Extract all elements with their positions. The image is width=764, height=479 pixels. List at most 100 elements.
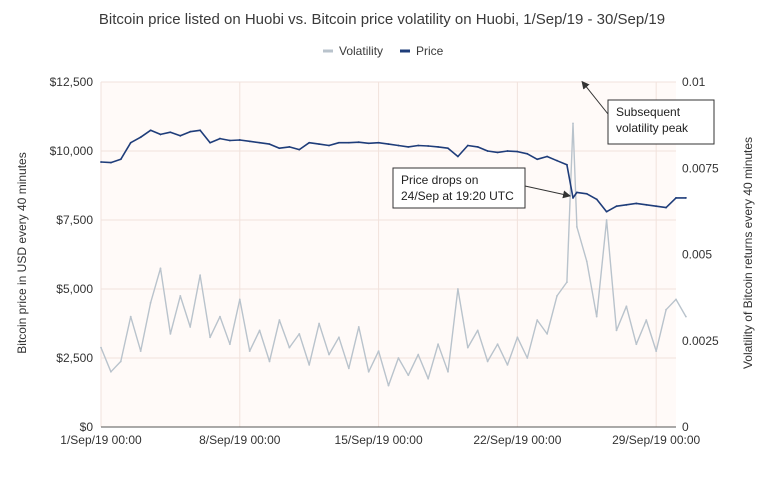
data-point-volatility	[298, 332, 301, 335]
data-point-price	[258, 141, 261, 144]
data-point-price	[268, 143, 271, 146]
data-point-price	[655, 205, 658, 208]
data-point-price	[447, 147, 449, 150]
x-axis-ticks: 1/Sep/19 00:00 8/Sep/19 00:00 15/Sep/19 00…	[60, 433, 700, 447]
data-point-volatility	[119, 360, 122, 363]
data-point-price	[328, 144, 330, 147]
annotation-box	[607, 99, 715, 145]
data-point-price	[347, 141, 350, 144]
annotation-box	[392, 167, 526, 209]
y-axis-right-ticks: 0 0.0025 0.005 0.0075 0.01	[682, 75, 719, 434]
data-point-price	[645, 203, 648, 206]
data-point-volatility	[605, 219, 608, 221]
data-point-volatility	[110, 370, 112, 373]
plot-background	[101, 82, 676, 427]
data-point-price	[417, 144, 420, 147]
data-point-volatility	[179, 295, 182, 297]
data-point-price	[476, 145, 479, 148]
data-point-volatility	[129, 315, 132, 318]
data-point-price	[427, 145, 430, 147]
data-point-volatility	[536, 319, 539, 321]
data-point-price	[456, 155, 459, 158]
data-point-volatility	[357, 326, 360, 328]
y-left-tick-label: $5,000	[56, 282, 93, 296]
data-point-price	[238, 139, 241, 141]
data-point-price	[298, 148, 301, 151]
legend-label-price: Price	[416, 44, 444, 58]
data-point-volatility	[417, 353, 420, 356]
y-left-tick-label: $10,000	[50, 144, 94, 158]
data-point-price	[139, 136, 142, 139]
data-point-volatility	[248, 350, 251, 352]
legend-item-price[interactable]: Price	[400, 44, 444, 58]
plot-area	[101, 82, 676, 427]
data-point-volatility	[387, 384, 390, 387]
data-point-volatility	[575, 226, 578, 228]
data-point-volatility	[516, 336, 519, 339]
data-point-volatility	[685, 315, 687, 318]
legend-label-volatility: Volatility	[339, 44, 383, 58]
data-point-volatility	[456, 288, 459, 290]
data-point-price	[397, 144, 400, 147]
y-axis-left-label: Bitcoin price in USD every 40 minutes	[15, 152, 29, 353]
annotation-text: 24/Sep at 19:20 UTC	[401, 189, 514, 203]
data-point-volatility	[486, 360, 489, 363]
data-point-volatility	[347, 367, 350, 370]
data-point-volatility	[209, 336, 211, 339]
data-point-price	[595, 198, 598, 201]
data-point-volatility	[427, 377, 430, 380]
data-point-price	[159, 133, 162, 136]
data-point-price	[575, 191, 578, 194]
annotation-arrow	[524, 185, 571, 199]
data-point-volatility	[100, 346, 102, 349]
data-point-volatility	[328, 353, 330, 356]
data-point-volatility	[437, 343, 439, 346]
data-point-price	[556, 159, 558, 162]
x-tick-label: 1/Sep/19 00:00	[60, 433, 142, 447]
data-point-volatility	[665, 308, 667, 311]
y-left-tick-label: $12,500	[50, 75, 94, 89]
data-point-volatility	[645, 319, 648, 321]
data-point-volatility	[506, 364, 509, 366]
data-point-volatility	[159, 267, 162, 270]
data-point-volatility	[655, 350, 658, 352]
data-point-volatility	[169, 332, 172, 335]
data-point-volatility	[308, 364, 311, 366]
data-point-volatility	[139, 350, 142, 352]
data-point-volatility	[149, 301, 152, 304]
annotation-price-drop: Price drops on 24/Sep at 19:20 UTC	[392, 167, 571, 209]
x-tick-label: 15/Sep/19 00:00	[335, 433, 423, 447]
data-point-price	[129, 141, 132, 144]
data-point-price	[496, 151, 499, 154]
data-point-price	[199, 129, 202, 132]
data-point-volatility	[258, 329, 261, 332]
data-point-volatility	[278, 319, 281, 321]
data-point-price	[572, 197, 574, 199]
series-layer	[100, 122, 687, 387]
data-point-price	[605, 210, 608, 213]
y-right-tick-label: 0.01	[682, 75, 706, 89]
data-point-volatility	[526, 357, 529, 359]
annotation-text: Price drops on	[401, 173, 478, 187]
data-point-price	[437, 145, 439, 148]
data-point-price	[516, 150, 519, 153]
data-point-volatility	[595, 315, 598, 318]
data-point-volatility	[546, 332, 549, 335]
y-right-tick-label: 0.0075	[682, 161, 719, 175]
legend-item-volatility[interactable]: Volatility	[323, 44, 383, 58]
data-point-price	[377, 141, 380, 144]
data-point-volatility	[318, 322, 321, 325]
data-point-price	[209, 141, 211, 144]
data-point-volatility	[572, 122, 574, 125]
data-point-price	[546, 155, 549, 158]
y-right-tick-label: 0.0025	[682, 334, 719, 348]
data-point-volatility	[367, 370, 370, 373]
data-point-volatility	[377, 350, 380, 352]
data-point-price	[625, 203, 628, 206]
data-point-price	[685, 197, 687, 199]
data-point-volatility	[585, 260, 588, 263]
data-point-price	[318, 143, 321, 146]
annotation-arrow	[581, 80, 609, 115]
